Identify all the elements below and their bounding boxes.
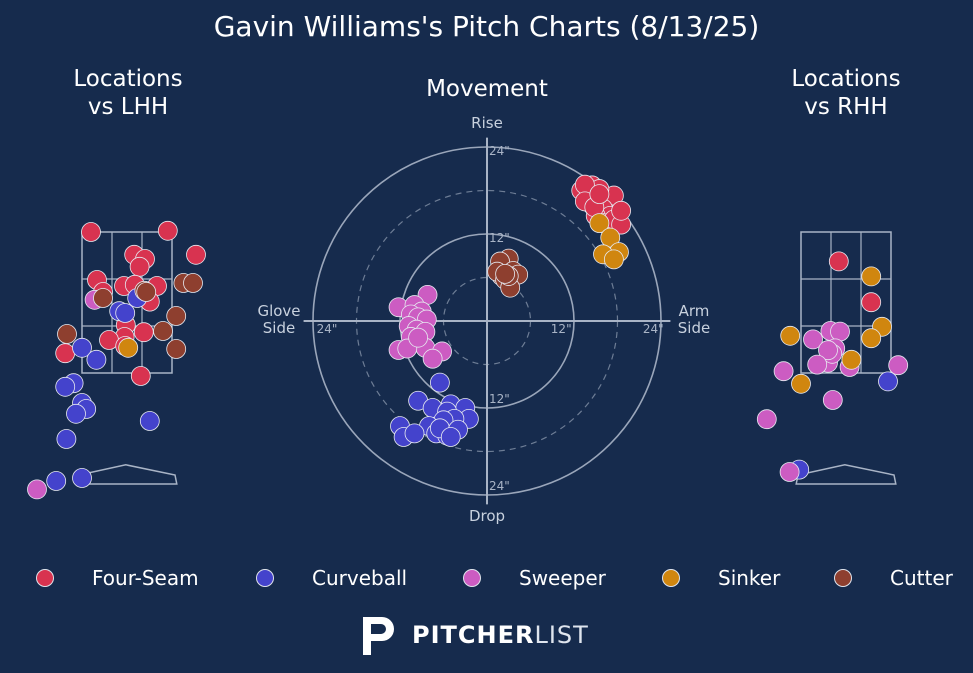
movement-ring-label: 12" bbox=[489, 392, 510, 406]
lhh-pitch-four-seam bbox=[157, 220, 178, 241]
legend-label-curveball: Curveball bbox=[312, 566, 408, 590]
lhh-pitch-curveball bbox=[115, 303, 136, 323]
rhh-pitch-curveball bbox=[878, 371, 898, 392]
rhh-pitch-four-seam bbox=[828, 251, 849, 272]
lhh-pitch-cutter bbox=[166, 306, 187, 326]
rhh-pitch-sweeper bbox=[818, 340, 838, 361]
movement-ring-label: 24" bbox=[489, 144, 510, 158]
rhh-pitch-four-seam bbox=[861, 292, 882, 313]
legend-swatch-curveball bbox=[256, 569, 274, 587]
lhh-strike-zone bbox=[81, 231, 173, 374]
movement-pitch-four-seam bbox=[589, 184, 610, 205]
lhh-pitch-curveball bbox=[56, 429, 77, 449]
legend-label-sinker: Sinker bbox=[718, 566, 781, 590]
movement-axis-top-label: Rise bbox=[471, 114, 503, 132]
movement-pitch-curveball bbox=[429, 372, 450, 393]
rhh-pitch-sweeper bbox=[822, 390, 843, 410]
movement-panel-title: Movement bbox=[426, 76, 548, 102]
rhh-pitch-sinker bbox=[841, 349, 862, 370]
wordmark-bold: PITCHER bbox=[412, 621, 535, 649]
legend: Four-Seam Curveball Sweeper Sinker Cutte… bbox=[0, 565, 973, 591]
rhh-pitch-sweeper bbox=[756, 409, 777, 430]
movement-pitch-sweeper bbox=[408, 327, 429, 348]
movement-axis-left-label: Glove Side bbox=[257, 302, 301, 337]
movement-ring-label: 12" bbox=[551, 322, 572, 336]
lhh-pitch-curveball bbox=[72, 468, 92, 488]
lhh-pitch-curveball bbox=[86, 349, 107, 370]
lhh-pitch-cutter bbox=[57, 324, 77, 344]
rhh-pitch-sinker bbox=[791, 373, 811, 394]
legend-item-four-seam: Four-Seam bbox=[36, 565, 199, 591]
lhh-pitch-four-seam bbox=[55, 343, 76, 364]
rhh-pitch-sweeper bbox=[779, 462, 800, 482]
movement-ring-label: 24" bbox=[489, 479, 510, 493]
movement-panel: 24" 12" 12" 24" 24" 12" 24" bbox=[303, 137, 671, 505]
rhh-panel-title: Locations vs RHH bbox=[791, 66, 901, 120]
lhh-pitch-sweeper bbox=[27, 479, 47, 500]
rhh-pitch-sinker bbox=[780, 325, 801, 346]
rhh-pitch-sweeper bbox=[830, 321, 850, 342]
rhh-panel bbox=[756, 231, 909, 485]
legend-label-sweeper: Sweeper bbox=[519, 566, 606, 590]
movement-pitch-curveball bbox=[404, 423, 425, 444]
movement-pitch-cutter bbox=[495, 263, 516, 284]
lhh-pitch-curveball bbox=[46, 471, 67, 491]
rhh-pitch-sinker bbox=[861, 328, 882, 349]
movement-pitch-four-seam bbox=[611, 200, 632, 221]
wordmark-light: LIST bbox=[534, 621, 589, 649]
lhh-pitch-cutter bbox=[153, 321, 173, 341]
legend-swatch-four-seam bbox=[36, 569, 54, 587]
rhh-pitch-sinker bbox=[861, 266, 882, 287]
lhh-pitch-sinker bbox=[118, 337, 139, 358]
lhh-pitch-curveball bbox=[72, 337, 92, 358]
lhh-pitch-cutter bbox=[93, 288, 113, 308]
legend-item-sweeper: Sweeper bbox=[463, 565, 606, 591]
lhh-panel bbox=[27, 220, 206, 500]
movement-ring-label: 24" bbox=[643, 322, 664, 336]
lhh-pitch-curveball bbox=[139, 411, 160, 431]
movement-ring-label: 24" bbox=[317, 322, 338, 336]
lhh-pitch-curveball bbox=[66, 403, 86, 424]
legend-item-cutter: Cutter bbox=[834, 565, 953, 591]
pitcherlist-logo: PITCHERLIST bbox=[360, 613, 589, 657]
lhh-pitch-cutter bbox=[183, 273, 203, 293]
movement-pitch-sinker bbox=[603, 249, 624, 270]
pitcherlist-wordmark: PITCHERLIST bbox=[412, 621, 589, 649]
legend-label-four-seam: Four-Seam bbox=[92, 566, 199, 590]
movement-pitch-sinker bbox=[589, 213, 610, 234]
movement-axis-right-label: Arm Side bbox=[677, 302, 711, 337]
movement-ring-label: 12" bbox=[489, 231, 510, 245]
rhh-pitch-sweeper bbox=[807, 354, 828, 375]
movement-pitch-sweeper bbox=[422, 348, 443, 369]
lhh-pitch-cutter bbox=[166, 339, 187, 359]
legend-item-sinker: Sinker bbox=[662, 565, 780, 591]
lhh-pitch-four-seam bbox=[81, 222, 101, 242]
movement-pitch-curveball bbox=[440, 427, 461, 447]
lhh-panel-title: Locations vs LHH bbox=[73, 66, 183, 120]
legend-swatch-sweeper bbox=[463, 569, 481, 587]
legend-swatch-cutter bbox=[834, 569, 852, 587]
rhh-pitch-sweeper bbox=[773, 361, 794, 382]
lhh-pitch-four-seam bbox=[186, 244, 206, 265]
movement-pitch-sinker bbox=[600, 227, 621, 248]
rhh-pitch-sweeper bbox=[803, 329, 823, 350]
legend-swatch-sinker bbox=[662, 569, 680, 587]
lhh-pitch-four-seam bbox=[129, 256, 150, 277]
legend-item-curveball: Curveball bbox=[256, 565, 407, 591]
lhh-pitch-curveball bbox=[55, 376, 76, 397]
lhh-home-plate bbox=[76, 464, 178, 485]
rhh-pitch-sweeper bbox=[888, 355, 909, 376]
lhh-pitch-cutter bbox=[136, 282, 157, 302]
pitcherlist-p-icon bbox=[363, 617, 394, 655]
lhh-pitch-four-seam bbox=[130, 366, 151, 386]
chart-title: Gavin Williams's Pitch Charts (8/13/25) bbox=[213, 10, 760, 43]
rhh-home-plate bbox=[795, 464, 897, 485]
legend-label-cutter: Cutter bbox=[890, 566, 953, 590]
movement-axis-bottom-label: Drop bbox=[468, 507, 506, 525]
lhh-pitch-four-seam bbox=[133, 322, 154, 343]
